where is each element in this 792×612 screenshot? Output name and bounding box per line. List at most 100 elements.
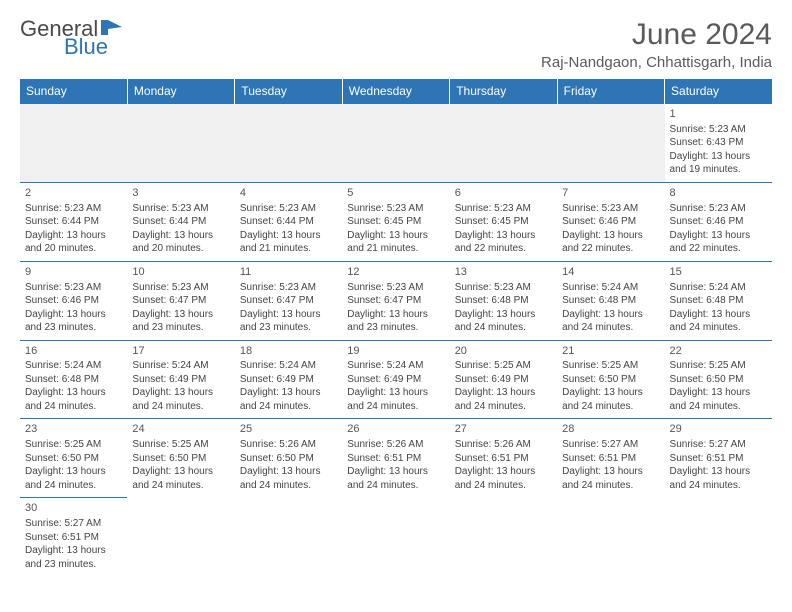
cell-line-dl1: Daylight: 13 hours (347, 229, 444, 243)
weekday-header: Friday (557, 79, 664, 104)
cell-line-dl2: and 22 minutes. (670, 242, 767, 256)
calendar-cell (342, 104, 449, 183)
day-number: 25 (240, 422, 337, 437)
calendar-cell: 5Sunrise: 5:23 AMSunset: 6:45 PMDaylight… (342, 182, 449, 261)
day-number: 28 (562, 422, 659, 437)
cell-line-sr: Sunrise: 5:26 AM (240, 438, 337, 452)
title-block: June 2024 Raj-Nandgaon, Chhattisgarh, In… (541, 18, 772, 71)
day-number: 2 (25, 186, 122, 201)
calendar-cell (665, 498, 772, 576)
calendar-cell: 7Sunrise: 5:23 AMSunset: 6:46 PMDaylight… (557, 182, 664, 261)
cell-line-dl1: Daylight: 13 hours (25, 308, 122, 322)
calendar-cell: 22Sunrise: 5:25 AMSunset: 6:50 PMDayligh… (665, 340, 772, 419)
calendar-cell: 12Sunrise: 5:23 AMSunset: 6:47 PMDayligh… (342, 261, 449, 340)
cell-line-ss: Sunset: 6:46 PM (670, 215, 767, 229)
cell-line-dl1: Daylight: 13 hours (455, 229, 552, 243)
calendar-cell (557, 498, 664, 576)
cell-line-dl2: and 24 minutes. (455, 400, 552, 414)
calendar-cell: 15Sunrise: 5:24 AMSunset: 6:48 PMDayligh… (665, 261, 772, 340)
cell-line-dl2: and 23 minutes. (25, 558, 122, 572)
cell-line-sr: Sunrise: 5:23 AM (25, 281, 122, 295)
day-number: 19 (347, 344, 444, 359)
cell-line-dl2: and 24 minutes. (670, 400, 767, 414)
calendar-page: General Blue June 2024 Raj-Nandgaon, Chh… (0, 0, 792, 612)
calendar-cell (450, 498, 557, 576)
cell-line-dl2: and 23 minutes. (25, 321, 122, 335)
day-number: 7 (562, 186, 659, 201)
calendar-cell (127, 498, 234, 576)
calendar-cell (20, 104, 127, 183)
cell-line-dl2: and 21 minutes. (240, 242, 337, 256)
cell-line-dl1: Daylight: 13 hours (25, 386, 122, 400)
calendar-cell (342, 498, 449, 576)
cell-line-sr: Sunrise: 5:23 AM (347, 281, 444, 295)
day-number: 9 (25, 265, 122, 280)
day-number: 13 (455, 265, 552, 280)
day-number: 17 (132, 344, 229, 359)
day-number: 6 (455, 186, 552, 201)
cell-line-dl1: Daylight: 13 hours (562, 229, 659, 243)
cell-line-sr: Sunrise: 5:23 AM (347, 202, 444, 216)
cell-line-ss: Sunset: 6:49 PM (240, 373, 337, 387)
cell-line-dl1: Daylight: 13 hours (670, 465, 767, 479)
cell-line-sr: Sunrise: 5:23 AM (132, 281, 229, 295)
cell-line-dl1: Daylight: 13 hours (347, 308, 444, 322)
cell-line-ss: Sunset: 6:50 PM (240, 452, 337, 466)
day-number: 18 (240, 344, 337, 359)
cell-line-ss: Sunset: 6:48 PM (670, 294, 767, 308)
cell-line-dl1: Daylight: 13 hours (562, 386, 659, 400)
calendar-week: 23Sunrise: 5:25 AM Sunset: 6:50 PM Dayligh… (20, 419, 772, 498)
cell-line-dl2: and 24 minutes. (240, 400, 337, 414)
cell-line-ss: Sunset: 6:51 PM (562, 452, 659, 466)
calendar-cell (235, 498, 342, 576)
calendar-week: 16Sunrise: 5:24 AMSunset: 6:48 PMDayligh… (20, 340, 772, 419)
cell-line-dl2: and 24 minutes. (670, 479, 767, 493)
cell-line-sr: Sunrise: 5:25 AM (25, 438, 122, 452)
weekday-header: Sunday (20, 79, 127, 104)
cell-line-sr: Sunrise: 5:23 AM (455, 281, 552, 295)
cell-line-dl2: and 21 minutes. (347, 242, 444, 256)
cell-line-ss: Sunset: 6:47 PM (240, 294, 337, 308)
calendar-cell: 19Sunrise: 5:24 AMSunset: 6:49 PMDayligh… (342, 340, 449, 419)
cell-line-dl1: Daylight: 13 hours (670, 308, 767, 322)
cell-line-ss: Sunset: 6:50 PM (562, 373, 659, 387)
day-number: 1 (670, 107, 767, 122)
logo-text-2: Blue (64, 36, 124, 58)
cell-line-dl1: Daylight: 13 hours (240, 386, 337, 400)
calendar-cell: 10Sunrise: 5:23 AMSunset: 6:47 PMDayligh… (127, 261, 234, 340)
cell-line-dl1: Daylight: 13 hours (562, 465, 659, 479)
cell-line-ss: Sunset: 6:47 PM (132, 294, 229, 308)
day-number: 23 (25, 422, 122, 437)
cell-line-dl2: and 24 minutes. (132, 479, 229, 493)
cell-line-dl2: and 24 minutes. (562, 479, 659, 493)
cell-line-dl2: and 19 minutes. (670, 163, 767, 177)
cell-line-dl2: and 20 minutes. (132, 242, 229, 256)
cell-line-ss: Sunset: 6:49 PM (347, 373, 444, 387)
calendar-header-row: SundayMondayTuesdayWednesdayThursdayFrid… (20, 79, 772, 104)
cell-line-dl1: Daylight: 13 hours (25, 465, 122, 479)
cell-line-dl2: and 23 minutes. (240, 321, 337, 335)
header: General Blue June 2024 Raj-Nandgaon, Chh… (20, 18, 772, 71)
cell-line-dl2: and 22 minutes. (562, 242, 659, 256)
cell-line-ss: Sunset: 6:51 PM (347, 452, 444, 466)
location: Raj-Nandgaon, Chhattisgarh, India (541, 54, 772, 71)
cell-line-ss: Sunset: 6:44 PM (25, 215, 122, 229)
calendar-cell: 23Sunrise: 5:25 AMSunset: 6:50 PMDayligh… (20, 419, 127, 498)
cell-line-sr: Sunrise: 5:23 AM (455, 202, 552, 216)
calendar-cell (557, 104, 664, 183)
cell-line-dl2: and 24 minutes. (347, 479, 444, 493)
calendar-cell: 28Sunrise: 5:27 AMSunset: 6:51 PMDayligh… (557, 419, 664, 498)
cell-line-sr: Sunrise: 5:26 AM (347, 438, 444, 452)
calendar-cell: 2Sunrise: 5:23 AMSunset: 6:44 PMDaylight… (20, 182, 127, 261)
cell-line-sr: Sunrise: 5:24 AM (25, 359, 122, 373)
cell-line-dl1: Daylight: 13 hours (670, 229, 767, 243)
weekday-header: Wednesday (342, 79, 449, 104)
calendar-week: 1Sunrise: 5:23 AMSunset: 6:43 PMDaylight… (20, 104, 772, 183)
cell-line-dl2: and 24 minutes. (455, 321, 552, 335)
cell-line-ss: Sunset: 6:50 PM (670, 373, 767, 387)
cell-line-dl2: and 24 minutes. (132, 400, 229, 414)
cell-line-ss: Sunset: 6:45 PM (347, 215, 444, 229)
cell-line-ss: Sunset: 6:48 PM (25, 373, 122, 387)
calendar-cell: 25Sunrise: 5:26 AMSunset: 6:50 PMDayligh… (235, 419, 342, 498)
cell-line-dl1: Daylight: 13 hours (240, 229, 337, 243)
